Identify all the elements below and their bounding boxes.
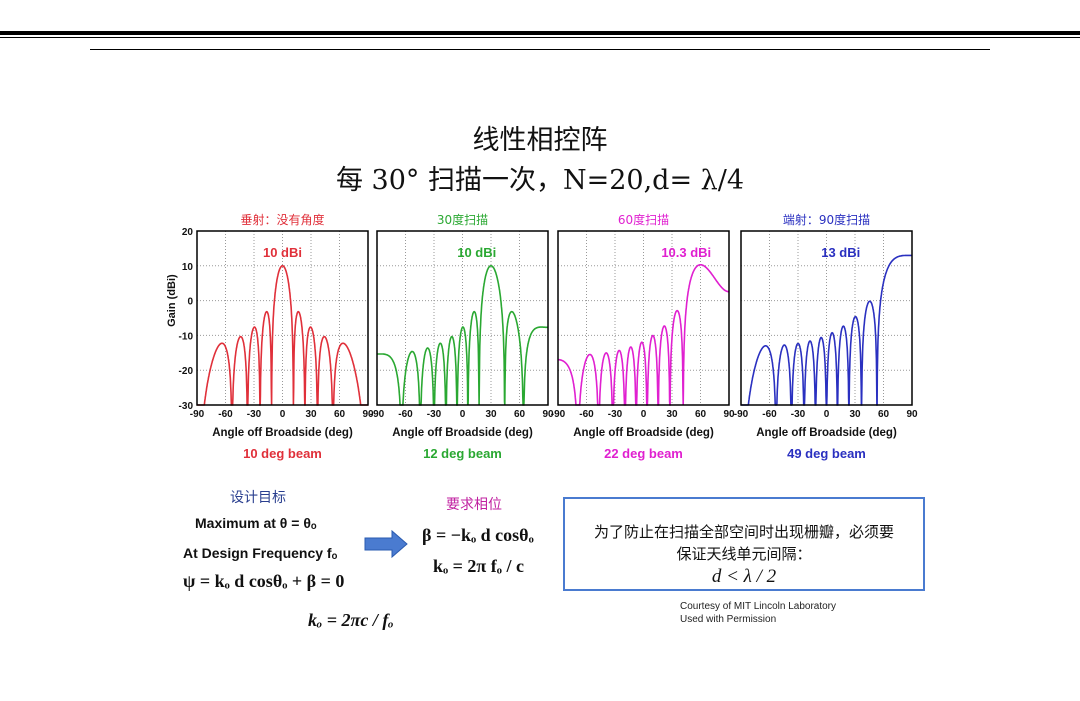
x-tick-label: -60 xyxy=(398,409,413,420)
x-tick-label: -90 xyxy=(370,409,385,420)
design-goal-label: 设计目标 xyxy=(230,489,286,505)
x-tick-label: 60 xyxy=(695,409,707,420)
credit-line-1: Courtesy of MIT Lincoln Laboratory xyxy=(680,601,837,612)
x-tick-label: -60 xyxy=(579,409,594,420)
y-tick-label: -20 xyxy=(179,366,194,377)
chart-title: 60度扫描 xyxy=(618,212,669,227)
design-line-1: Maximum at θ = θₒ xyxy=(195,515,317,531)
x-tick-label: 90 xyxy=(362,409,374,420)
x-tick-label: 90 xyxy=(906,409,918,420)
x-tick-label: 0 xyxy=(460,409,466,420)
phase-line-2: kₒ = 2π fₒ / c xyxy=(433,556,524,576)
x-tick-label: -90 xyxy=(190,409,205,420)
phase-line-1: β = −kₒ d cosθₒ xyxy=(422,525,534,545)
phase-label: 要求相位 xyxy=(446,496,502,512)
x-tick-label: 30 xyxy=(849,409,861,420)
x-tick-label: -30 xyxy=(247,409,262,420)
y-axis-label: Gain (dBi) xyxy=(166,274,178,327)
x-tick-label: 90 xyxy=(723,409,735,420)
beam-width-label: 49 deg beam xyxy=(787,446,866,461)
design-line-3: ψ = kₒ d cosθₒ + β = 0 xyxy=(183,571,345,591)
plot-frame xyxy=(740,230,913,406)
x-tick-label: -90 xyxy=(734,409,749,420)
header-rule xyxy=(90,49,990,50)
x-tick-label: 0 xyxy=(280,409,286,420)
x-axis-label: Angle off Broadside (deg) xyxy=(756,427,897,439)
x-tick-label: -30 xyxy=(608,409,623,420)
x-tick-label: 0 xyxy=(824,409,830,420)
y-tick-label: 0 xyxy=(187,297,193,308)
x-tick-label: 60 xyxy=(514,409,526,420)
x-tick-label: -60 xyxy=(218,409,233,420)
y-tick-label: -10 xyxy=(179,331,194,342)
y-tick-label: -30 xyxy=(179,401,194,412)
plot-frame xyxy=(196,230,369,406)
header-bar xyxy=(0,31,1080,35)
x-tick-label: 60 xyxy=(334,409,346,420)
gain-curve-series xyxy=(558,264,729,406)
credit: Courtesy of MIT Lincoln Laboratory Used … xyxy=(680,600,836,626)
note-line-1: 为了防止在扫描全部空间时出现栅瓣，必须要 xyxy=(593,524,894,541)
x-tick-label: 30 xyxy=(485,409,497,420)
plot-frame xyxy=(376,230,549,406)
plot-frame xyxy=(557,230,730,406)
gain-curve-series xyxy=(377,265,548,406)
x-tick-label: 60 xyxy=(878,409,890,420)
x-axis-label: Angle off Broadside (deg) xyxy=(392,427,533,439)
note-line-3: d < λ / 2 xyxy=(711,566,777,587)
x-axis-label: Angle off Broadside (deg) xyxy=(573,427,714,439)
x-axis-label: Angle off Broadside (deg) xyxy=(212,427,353,439)
gain-curve-series xyxy=(197,265,368,406)
x-tick-label: 0 xyxy=(641,409,647,420)
peak-gain-label: 13 dBi xyxy=(821,245,860,260)
slide-subtitle: 每 30° 扫描一次，N=20,d= λ/4 xyxy=(335,165,745,196)
y-tick-label: 10 xyxy=(182,262,194,273)
note-line-2: 保证天线单元间隔： xyxy=(676,546,812,563)
chart-title: 端射：90度扫描 xyxy=(783,212,870,227)
peak-gain-label: 10 dBi xyxy=(263,245,302,260)
slide-title: 线性相控阵 xyxy=(472,125,608,156)
peak-gain-label: 10 dBi xyxy=(457,245,496,260)
design-line-2: At Design Frequency fₒ xyxy=(183,545,338,561)
chart-title: 垂射：没有角度 xyxy=(240,212,324,227)
note-text: 为了防止在扫描全部空间时出现栅瓣，必须要 保证天线单元间隔： d < λ / 2 xyxy=(565,522,923,588)
chart-title: 30度扫描 xyxy=(437,212,488,227)
header-bar-thin xyxy=(0,37,1080,38)
x-tick-label: 30 xyxy=(666,409,678,420)
x-tick-label: 90 xyxy=(542,409,554,420)
beam-width-label: 10 deg beam xyxy=(243,446,322,461)
peak-gain-label: 10.3 dBi xyxy=(661,245,711,260)
design-line-4: kₒ = 2πc / fₒ xyxy=(308,610,394,630)
x-tick-label: -30 xyxy=(791,409,806,420)
note-box xyxy=(563,497,925,591)
x-tick-label: -90 xyxy=(551,409,566,420)
beam-width-label: 22 deg beam xyxy=(604,446,683,461)
y-tick-label: 20 xyxy=(182,227,194,238)
beam-width-label: 12 deg beam xyxy=(423,446,502,461)
credit-line-2: Used with Permission xyxy=(680,614,777,625)
x-tick-label: -30 xyxy=(427,409,442,420)
x-tick-label: -60 xyxy=(762,409,777,420)
x-tick-label: 30 xyxy=(305,409,317,420)
